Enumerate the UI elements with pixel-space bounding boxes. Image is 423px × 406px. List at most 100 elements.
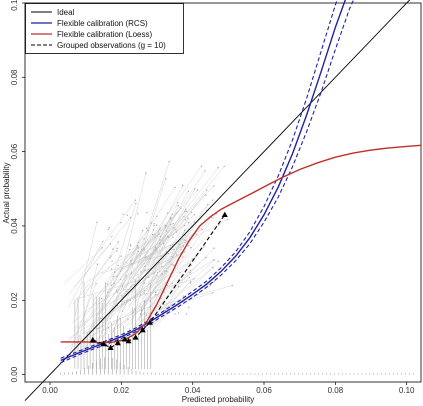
series-line-flexible-calibration-loess [60, 144, 422, 344]
raw-observation-point [143, 248, 145, 250]
raw-observation-point [137, 213, 139, 215]
raw-observation-segment [134, 275, 157, 315]
raw-observation-point [191, 258, 193, 260]
raw-observation-segment [73, 243, 111, 288]
raw-observation-point [119, 270, 122, 272]
raw-observation-point [188, 306, 190, 309]
raw-observation-point [149, 257, 151, 260]
x-tick-label: 0.02 [114, 386, 130, 395]
raw-observation-segment [140, 170, 206, 269]
raw-observation-point [130, 245, 132, 247]
x-tick-label: 0.06 [256, 386, 272, 395]
raw-observation-point [146, 314, 148, 316]
raw-observation-point [201, 228, 203, 231]
raw-observation-point [169, 260, 171, 263]
raw-observation-point [110, 255, 112, 257]
raw-observation-segment [71, 298, 102, 324]
raw-observation-point [165, 178, 167, 180]
raw-observation-point [110, 284, 113, 286]
x-axis-title: Predicted probability [182, 395, 254, 404]
raw-observation-point [174, 313, 176, 315]
raw-observation-segment [106, 233, 160, 315]
raw-observation-segment [140, 217, 212, 301]
raw-observation-point [121, 295, 123, 297]
raw-observation-point [189, 282, 192, 284]
raw-observation-point [147, 268, 149, 270]
raw-observation-point [106, 283, 109, 285]
raw-observation-point [188, 221, 190, 224]
raw-observation-point [177, 286, 180, 288]
raw-observation-point [184, 210, 186, 213]
raw-observation-point [203, 246, 205, 248]
raw-observation-point [166, 212, 169, 214]
raw-observation-point [226, 218, 229, 221]
raw-observation-segment [128, 270, 191, 316]
raw-observation-segment [146, 167, 219, 261]
raw-observation-point [122, 213, 124, 215]
raw-observation-point [182, 184, 184, 187]
raw-observation-segment [128, 229, 160, 266]
raw-observation-point [183, 216, 185, 218]
raw-observation-segment [144, 285, 211, 331]
raw-observation-segment [76, 277, 149, 300]
raw-observation-point [157, 272, 159, 274]
raw-observation-point [167, 252, 170, 255]
raw-observation-point [204, 170, 206, 172]
x-tick-label: 0.04 [185, 386, 201, 395]
raw-observation-point [212, 292, 214, 294]
legend-label-loess: Flexible calibration (Loess) [57, 30, 152, 39]
raw-observation-segment [118, 262, 160, 314]
raw-observation-segment [132, 256, 196, 311]
raw-observation-point [153, 272, 155, 274]
raw-observation-point [213, 185, 215, 187]
raw-observation-point [127, 318, 129, 320]
raw-observation-segment [77, 291, 127, 329]
raw-observation-point [150, 222, 152, 224]
raw-observation-point [184, 208, 187, 211]
raw-observation-segment [147, 191, 189, 266]
raw-observation-segment [79, 276, 118, 348]
raw-observation-point [145, 227, 148, 230]
prediction-distribution-rug [60, 357, 414, 375]
raw-observation-point [155, 249, 157, 252]
raw-observation-point [134, 199, 137, 201]
raw-observation-segment [68, 217, 131, 295]
raw-observation-point [172, 244, 174, 246]
raw-observation-point [186, 210, 188, 212]
raw-observation-point [114, 271, 116, 273]
raw-observation-point [107, 327, 110, 329]
raw-observation-segment [148, 281, 191, 329]
raw-observation-point [185, 240, 187, 242]
raw-observation-point [185, 313, 188, 315]
raw-observation-point [169, 244, 172, 247]
raw-observation-segment [68, 318, 101, 339]
raw-observation-point [156, 215, 158, 217]
group-marker-triangle [139, 326, 146, 333]
legend-label-rcs: Flexible calibration (RCS) [57, 19, 148, 28]
raw-observation-segment [96, 249, 131, 321]
raw-observation-point [187, 245, 190, 247]
raw-observation-point [176, 231, 178, 233]
raw-observation-segment [129, 251, 185, 279]
raw-observation-point [164, 309, 167, 312]
raw-observation-point [173, 227, 175, 229]
raw-observation-segment [123, 172, 147, 266]
raw-observation-point [172, 236, 174, 238]
raw-observation-point [120, 255, 122, 257]
raw-observation-segment [131, 230, 167, 294]
y-tick-label: 0.10 [10, 0, 19, 11]
raw-observation-segment [145, 257, 207, 312]
group-marker-triangle [146, 319, 153, 325]
raw-observation-point [100, 297, 103, 300]
raw-observation-point [171, 256, 173, 258]
group-marker-triangle [114, 339, 121, 346]
raw-observation-point [190, 264, 192, 267]
raw-observation-point [153, 223, 155, 225]
raw-observation-segment [139, 161, 170, 256]
raw-observation-point [165, 250, 167, 253]
raw-observation-point [182, 295, 185, 297]
raw-observation-point [121, 303, 123, 305]
raw-observation-point [121, 310, 124, 312]
raw-observation-point [160, 298, 162, 300]
raw-observation-point [159, 270, 161, 272]
